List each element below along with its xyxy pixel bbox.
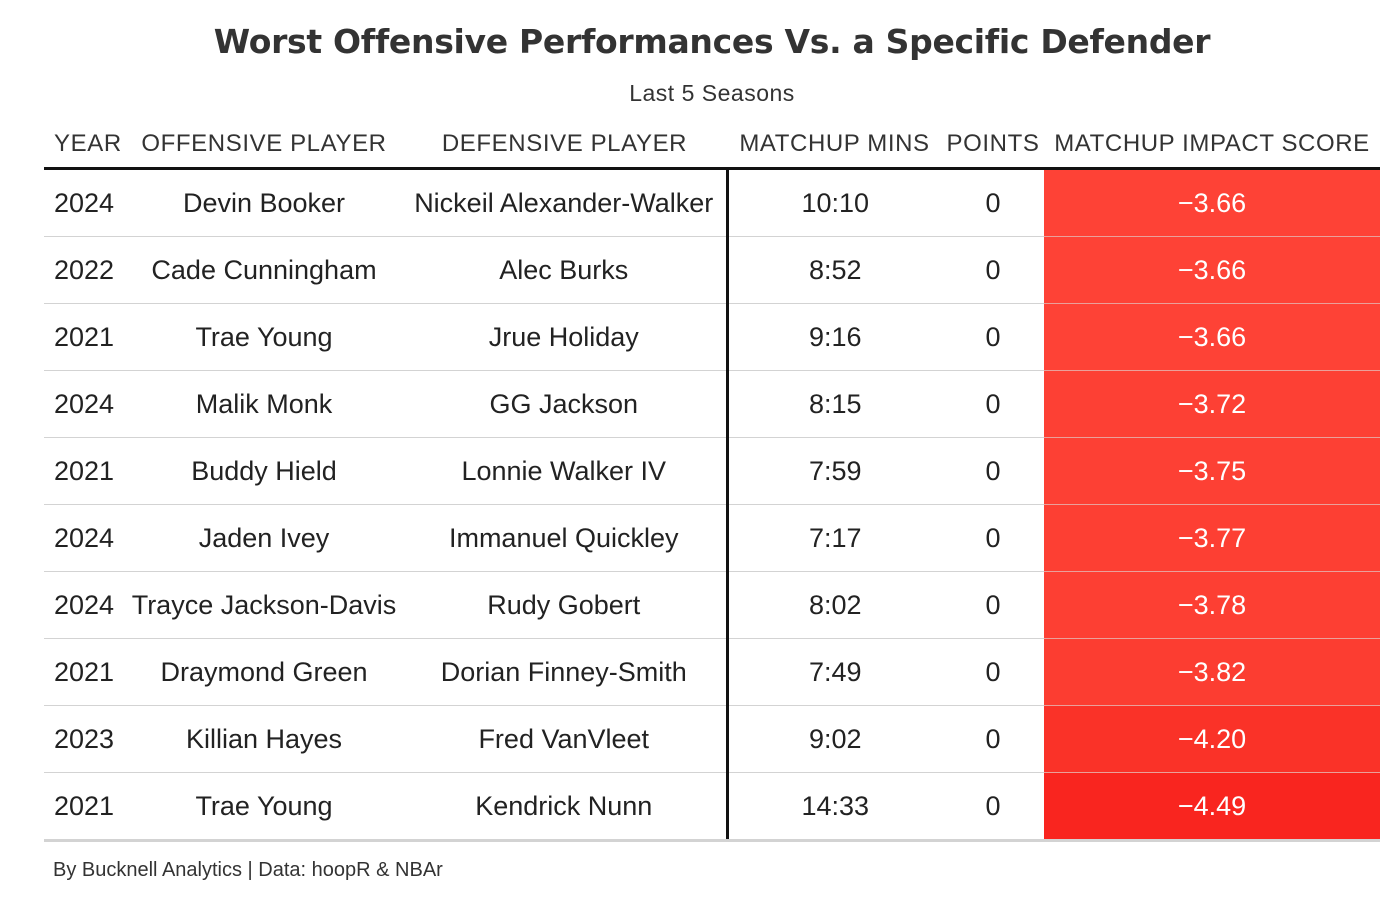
offensive-player-cell: Trae Young [126,303,402,371]
points-cell: 0 [942,303,1044,371]
defensive-player-cell: Dorian Finney-Smith [402,638,729,706]
defensive-player-cell: Jrue Holiday [402,303,729,371]
matchup-impact-score-cell: −3.66 [1044,236,1380,304]
column-header-points: POINTS [942,120,1044,170]
source-note: By Bucknell Analytics | Data: hoopR & NB… [53,859,443,881]
matchup-impact-score-cell: −3.77 [1044,504,1380,572]
defensive-player-cell: Lonnie Walker IV [402,437,729,505]
offensive-player-cell: Trayce Jackson-Davis [126,571,402,639]
points-cell: 0 [942,168,1044,237]
matchup-mins-cell: 8:15 [727,370,942,438]
matchup-impact-score-cell: −3.72 [1044,370,1380,438]
offensive-player-cell: Malik Monk [126,370,402,438]
chart-subtitle: Last 5 Seasons [629,80,795,106]
defensive-player-cell: Fred VanVleet [402,705,729,773]
matchup-impact-score-cell: −3.66 [1044,168,1380,237]
matchup-mins-cell: 7:59 [727,437,942,505]
defensive-player-cell: Rudy Gobert [402,571,729,639]
matchup-mins-cell: 7:17 [727,504,942,572]
points-cell: 0 [942,236,1044,304]
defensive-player-cell: Kendrick Nunn [402,772,729,842]
defensive-player-cell: Nickeil Alexander-Walker [402,168,729,237]
table-row: 2024 Devin Booker Nickeil Alexander-Walker… [44,168,1380,237]
column-header-matchup-mins: MATCHUP MINS [727,120,942,170]
defensive-player-cell: Alec Burks [402,236,729,304]
column-header-matchup-impact-score: MATCHUP IMPACT SCORE [1044,120,1380,170]
matchup-impact-score-cell: −4.20 [1044,705,1380,773]
year-cell: 2021 [44,303,126,371]
matchup-impact-score-cell: −3.66 [1044,303,1380,371]
points-cell: 0 [942,638,1044,706]
chart-title: Worst Offensive Performances Vs. a Speci… [213,22,1211,61]
points-cell: 0 [942,705,1044,773]
table-row: 2022 Cade Cunningham Alec Burks 8:52 0 −3.66 [44,236,1380,304]
year-cell: 2024 [44,571,126,639]
points-cell: 0 [942,504,1044,572]
matchup-mins-cell: 7:49 [727,638,942,706]
offensive-player-cell: Buddy Hield [126,437,402,505]
year-cell: 2021 [44,772,126,842]
column-header-year: YEAR [44,120,126,170]
offensive-player-cell: Draymond Green [126,638,402,706]
table-row: 2024 Malik Monk GG Jackson 8:15 0 −3.72 [44,370,1380,438]
offensive-player-cell: Jaden Ivey [126,504,402,572]
offensive-player-cell: Cade Cunningham [126,236,402,304]
column-header-offensive-player: OFFENSIVE PLAYER [126,120,402,170]
column-header-defensive-player: DEFENSIVE PLAYER [402,120,727,170]
matchup-impact-score-cell: −3.78 [1044,571,1380,639]
matchup-mins-cell: 10:10 [727,168,942,237]
points-cell: 0 [942,437,1044,505]
table-row: 2021 Buddy Hield Lonnie Walker IV 7:59 0 −3.7… [44,437,1380,505]
defensive-player-cell: Immanuel Quickley [402,504,729,572]
year-cell: 2021 [44,638,126,706]
matchup-impact-score-cell: −4.49 [1044,772,1380,842]
matchup-mins-cell: 9:02 [727,705,942,773]
table-row: 2024 Jaden Ivey Immanuel Quickley 7:17 0 −3.7… [44,504,1380,572]
matchup-mins-cell: 14:33 [727,772,942,842]
matchup-impact-score-cell: −3.75 [1044,437,1380,505]
year-cell: 2022 [44,236,126,304]
matchup-mins-cell: 8:52 [727,236,942,304]
points-cell: 0 [942,772,1044,842]
header-row: YEAR OFFENSIVE PLAYER DEFENSIVE PLAYER M… [44,120,1380,170]
matchup-impact-score-cell: −3.82 [1044,638,1380,706]
table-row: 2021 Trae Young Kendrick Nunn 14:33 0 −4.49 [44,772,1380,842]
table-row: 2024 Trayce Jackson-Davis Rudy Gobert 8:02 0… [44,571,1380,639]
points-cell: 0 [942,370,1044,438]
table-body: 2024 Devin Booker Nickeil Alexander-Walker… [44,168,1380,842]
year-cell: 2023 [44,705,126,773]
table-row: 2023 Killian Hayes Fred VanVleet 9:02 0 −4.20 [44,705,1380,773]
defensive-player-cell: GG Jackson [402,370,729,438]
offensive-player-cell: Devin Booker [126,168,402,237]
table-row: 2021 Trae Young Jrue Holiday 9:16 0 −3.66 [44,303,1380,371]
year-cell: 2024 [44,168,126,237]
matchup-mins-cell: 9:16 [727,303,942,371]
table-row: 2021 Draymond Green Dorian Finney-Smith 7:4… [44,638,1380,706]
matchup-mins-cell: 8:02 [727,571,942,639]
offensive-player-cell: Trae Young [126,772,402,842]
year-cell: 2021 [44,437,126,505]
year-cell: 2024 [44,370,126,438]
matchup-table: YEAR OFFENSIVE PLAYER DEFENSIVE PLAYER M… [44,120,1380,842]
points-cell: 0 [942,571,1044,639]
year-cell: 2024 [44,504,126,572]
offensive-player-cell: Killian Hayes [126,705,402,773]
